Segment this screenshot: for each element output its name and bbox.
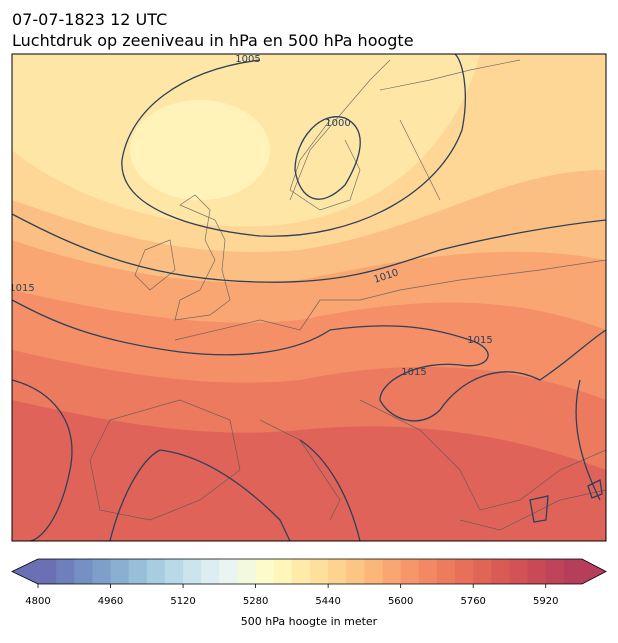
colorbar-segment [310,559,329,584]
colorbar-segment [291,559,311,584]
colorbar-segment [110,559,130,584]
colorbar-segment [56,559,75,584]
colorbar-segment [201,559,220,584]
contour-label: 1000 [325,118,350,129]
colorbar-tick-label: 5280 [243,596,268,607]
colorbar-tick-label: 5760 [460,596,485,607]
colorbar-label: 500 hPa hoogte in meter [241,615,378,628]
contour-label: 1005 [235,54,260,65]
colorbar-segment [418,559,438,584]
colorbar-segment [328,559,347,584]
colorbar-segment [364,559,384,584]
colorbar-segment [164,559,184,584]
colorbar-outline [11,558,607,585]
colorbar-segment [400,559,420,584]
colorbar-segment [255,559,275,584]
colorbar-segment [146,559,166,584]
colorbar-tick-label: 4960 [98,596,123,607]
colorbar-segment [473,559,492,584]
contour-label: 1015 [467,335,492,346]
colorbar-segment [563,559,583,584]
colorbar-segment [382,559,402,584]
colorbar-segment [491,559,510,584]
colorbar-extend-min [12,559,38,584]
title: 07-07-1823 12 UTC [12,10,167,29]
contour-label: 1015 [401,367,426,378]
colorbar-tick-label: 5600 [388,596,413,607]
colorbar-extend-max [582,559,606,584]
colorbar-segment [237,559,257,584]
colorbar-segment [509,559,529,584]
colorbar-tick-label: 4800 [25,596,50,607]
colorbar: 4800 4960 5120 5280 5440 5600 5760 5920 [11,558,607,607]
colorbar-segment [455,559,474,584]
colorbar-segment [436,559,456,584]
colorbar-segment [527,559,547,584]
colorbar-segment [219,559,238,584]
colorbar-tick-label: 5920 [533,596,558,607]
contour-label: 1015 [9,283,34,294]
colorbar-segment [128,559,148,584]
colorbar-tick-label: 5440 [315,596,340,607]
colorbar-segment [273,559,293,584]
colorbar-segment [346,559,365,584]
colorbar-segment [545,559,565,584]
map: 1005 1000 1010 1015 1015 1015 [9,54,606,541]
colorbar-segment [74,559,93,584]
colorbar-segment [92,559,112,584]
subtitle: Luchtdruk op zeeniveau in hPa en 500 hPa… [12,31,414,50]
colorbar-tick-label: 5120 [170,596,195,607]
colorbar-segment [38,559,57,584]
colorbar-segment [183,559,202,584]
map-frame [11,53,607,542]
